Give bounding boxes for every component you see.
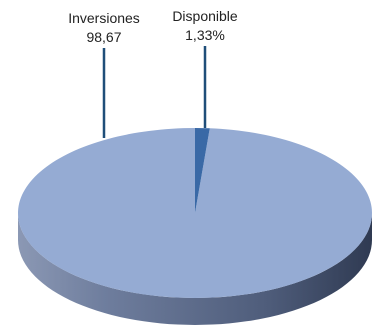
label-disponible-name: Disponible xyxy=(172,8,238,24)
pie-side-wall xyxy=(18,213,372,325)
pie-slice-disponible xyxy=(195,128,210,213)
label-inversiones-value: 98,67 xyxy=(86,29,121,45)
label-inversiones-name: Inversiones xyxy=(68,10,140,26)
label-disponible-value: 1,33% xyxy=(185,27,225,43)
pie-slice-inversiones xyxy=(18,128,373,298)
